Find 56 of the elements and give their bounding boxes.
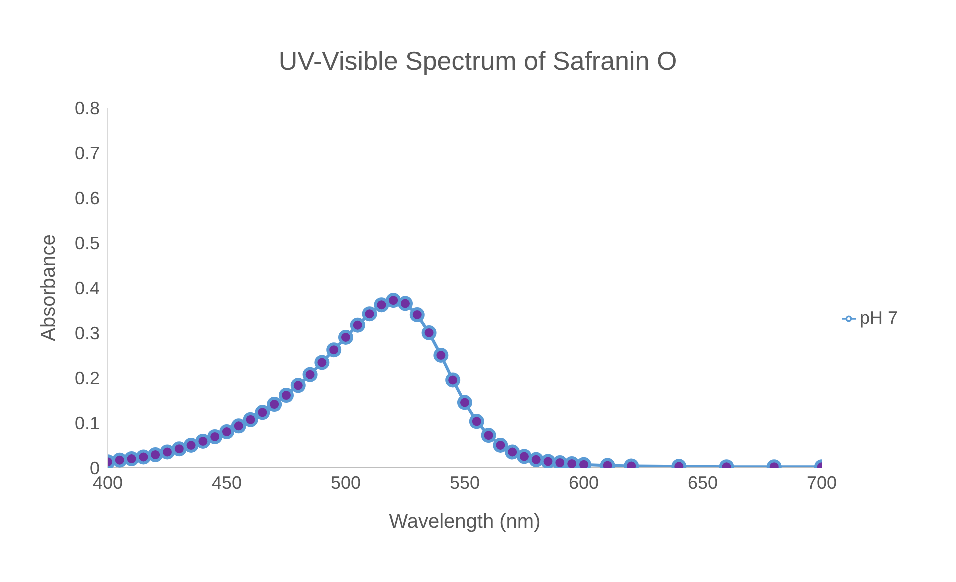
point	[184, 438, 199, 453]
y-tick-label: 0.1	[74, 413, 100, 434]
point	[148, 447, 164, 462]
point	[552, 456, 568, 468]
y-tick-label: 0.5	[74, 233, 100, 254]
point	[231, 418, 246, 434]
point	[302, 367, 318, 382]
x-tick-label: 700	[806, 472, 837, 493]
point	[516, 449, 532, 464]
y-tick-label: 0.7	[74, 143, 100, 164]
point	[278, 388, 294, 404]
point	[112, 452, 128, 468]
x-axis-title: Wavelength (nm)	[389, 511, 541, 533]
point	[255, 405, 270, 420]
point	[457, 395, 472, 410]
point	[290, 378, 306, 394]
point	[160, 444, 175, 460]
x-tick-label: 450	[212, 472, 242, 493]
point	[505, 444, 520, 460]
point	[338, 330, 354, 345]
point	[434, 348, 449, 363]
point	[540, 454, 556, 468]
point	[314, 355, 330, 370]
y-tick-label: 0.3	[74, 323, 100, 344]
point	[208, 429, 223, 444]
point	[350, 318, 366, 333]
point	[219, 424, 234, 440]
point	[243, 412, 258, 428]
y-tick-label: 0.6	[74, 188, 100, 208]
point	[398, 296, 413, 312]
point	[410, 308, 425, 322]
point	[124, 452, 140, 466]
x-tick-label: 650	[688, 472, 718, 493]
point	[493, 438, 508, 453]
point	[362, 306, 378, 322]
point	[446, 372, 461, 388]
point	[267, 397, 282, 412]
point	[196, 434, 211, 449]
point	[528, 452, 544, 468]
point	[422, 326, 437, 340]
point	[481, 428, 496, 444]
point	[469, 414, 484, 430]
x-tick-label: 550	[450, 472, 480, 493]
y-axis-title: Absorbance	[38, 234, 60, 342]
point	[172, 442, 187, 457]
x-tick-label: 500	[330, 472, 362, 493]
point	[374, 298, 390, 313]
legend-label: pH 7	[860, 308, 898, 328]
point	[386, 293, 402, 308]
x-tick-label: 600	[568, 472, 600, 493]
chart-title: UV-Visible Spectrum of Safranin O	[278, 46, 678, 77]
y-tick-label: 0.2	[74, 368, 100, 388]
point	[136, 450, 152, 465]
y-tick-label: 0.8	[74, 98, 100, 118]
y-tick-label: 0.4	[74, 278, 100, 298]
point	[326, 342, 342, 358]
